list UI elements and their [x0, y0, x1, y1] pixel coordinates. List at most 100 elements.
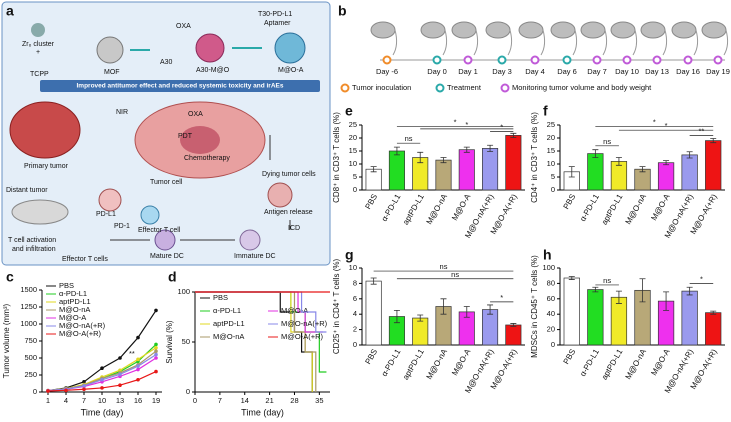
x-tick-label: aptPD-L1 — [401, 347, 426, 381]
error-bar — [568, 166, 575, 178]
y-tick-label: 1000 — [20, 319, 37, 328]
x-tick-label: 19 — [152, 396, 160, 405]
diagram-label: Immature DC — [234, 253, 276, 260]
x-tick-label: 7 — [218, 396, 222, 405]
mouse-tail — [392, 29, 398, 56]
diagram-label: Primary tumor — [24, 163, 69, 170]
day-label: Day -6 — [376, 67, 398, 76]
x-tick-label: PBS — [363, 193, 379, 211]
panel-label: d — [168, 269, 177, 285]
error-bar — [710, 138, 717, 144]
series-line — [47, 350, 157, 392]
y-tick-label: 750 — [24, 336, 37, 345]
day-label: Day 6 — [557, 67, 577, 76]
point — [64, 388, 68, 393]
legend-label: M@O-A(+R) — [281, 332, 323, 341]
diagram-label: Antigen release — [264, 209, 313, 216]
legend-label: Tumor inoculation — [352, 83, 411, 92]
significance-label: ** — [699, 126, 705, 135]
y-tick-label: 25 — [349, 120, 357, 129]
mouse-tail — [662, 29, 668, 56]
event-dot — [683, 55, 693, 65]
panel-label: c — [6, 269, 14, 285]
legend-label: M@O-A — [281, 306, 308, 315]
x-tick-label: M@O-A — [450, 347, 473, 377]
diagram-label: Dying tumor cells — [262, 171, 316, 178]
mature-dc — [154, 229, 176, 251]
mouse-tail — [442, 29, 448, 56]
day-label: Day 7 — [587, 67, 607, 76]
significance-label: ns — [603, 276, 611, 285]
y-tick-label: 15 — [349, 146, 357, 155]
bar — [505, 324, 522, 346]
error-bar — [510, 132, 517, 138]
point — [154, 356, 158, 360]
legend-label: M@O-nA(+R) — [281, 319, 328, 328]
error-bar — [370, 277, 377, 285]
arrow — [110, 135, 291, 241]
mouse-tail — [632, 29, 638, 56]
banner-text: Improved antitumor effect and reduced sy… — [77, 83, 284, 90]
mouse — [580, 21, 606, 39]
y-axis-label: CD25⁺ in CD4⁺ T cells (%) — [332, 259, 341, 355]
x-tick-label: 10 — [98, 396, 106, 405]
banner — [40, 80, 320, 92]
error-bar — [568, 276, 575, 280]
point — [136, 377, 140, 382]
y-tick-label: 20 — [547, 133, 555, 142]
event-dot — [652, 55, 662, 65]
a30-mo-particle — [195, 33, 225, 63]
x-tick-label: α-PD-L1 — [578, 347, 601, 378]
mof-particle — [96, 36, 124, 64]
bar — [365, 280, 382, 346]
y-axis-label: MDSCs in CD45⁺ T cells (%) — [530, 255, 539, 358]
x-tick-label: α-PD-L1 — [380, 192, 403, 223]
y-tick-label: 0 — [551, 340, 555, 349]
legend-label: M@O-nA(+R) — [59, 321, 106, 330]
x-tick-label: 28 — [290, 396, 298, 405]
diagram-label: Chemotherapy — [184, 155, 230, 162]
point — [154, 352, 158, 357]
y-tick-label: 10 — [349, 159, 357, 168]
point — [46, 389, 50, 393]
error-bar — [440, 157, 447, 164]
bar — [681, 154, 698, 191]
point — [100, 377, 104, 382]
day-label: Day 19 — [706, 67, 730, 76]
y-tick-label: 4 — [353, 309, 357, 318]
bar — [587, 153, 604, 191]
legend-label: M@O-A(+R) — [59, 329, 101, 338]
x-tick-label: PBS — [562, 348, 578, 366]
error-bar — [417, 151, 424, 164]
error-bar — [639, 278, 646, 303]
y-tick-label: 60 — [547, 294, 555, 303]
error-bar — [463, 306, 470, 318]
point — [136, 364, 140, 368]
y-tick-label: 6 — [353, 294, 357, 303]
day-label: Day 13 — [645, 67, 669, 76]
panel-label: f — [543, 103, 548, 119]
y-tick-label: 0 — [33, 387, 37, 396]
mouse-tail — [507, 29, 513, 56]
x-tick-label: 21 — [265, 396, 273, 405]
mouse — [420, 21, 446, 39]
x-tick-label: aptPD-L1 — [600, 192, 625, 226]
error-bar — [615, 157, 622, 166]
tumor-cell — [98, 188, 122, 212]
y-axis-label: Tumor volume (mm³) — [2, 303, 11, 378]
mo-a-particle — [274, 32, 306, 64]
diagram-label: PD-1 — [114, 223, 130, 230]
x-tick-label: M@O-A — [450, 192, 473, 222]
x-tick-label: 4 — [64, 396, 68, 405]
error-bar — [370, 166, 377, 173]
diagram-label: Distant tumor — [6, 187, 48, 194]
immature-dc — [239, 229, 261, 251]
legend-label: Treatment — [447, 83, 482, 92]
y-tick-label: 2 — [353, 325, 357, 334]
point — [100, 366, 104, 371]
day-label: Day 16 — [676, 67, 700, 76]
diagram-label: OXA — [188, 111, 203, 118]
bar — [435, 159, 452, 191]
point — [154, 369, 158, 374]
point — [154, 308, 158, 313]
